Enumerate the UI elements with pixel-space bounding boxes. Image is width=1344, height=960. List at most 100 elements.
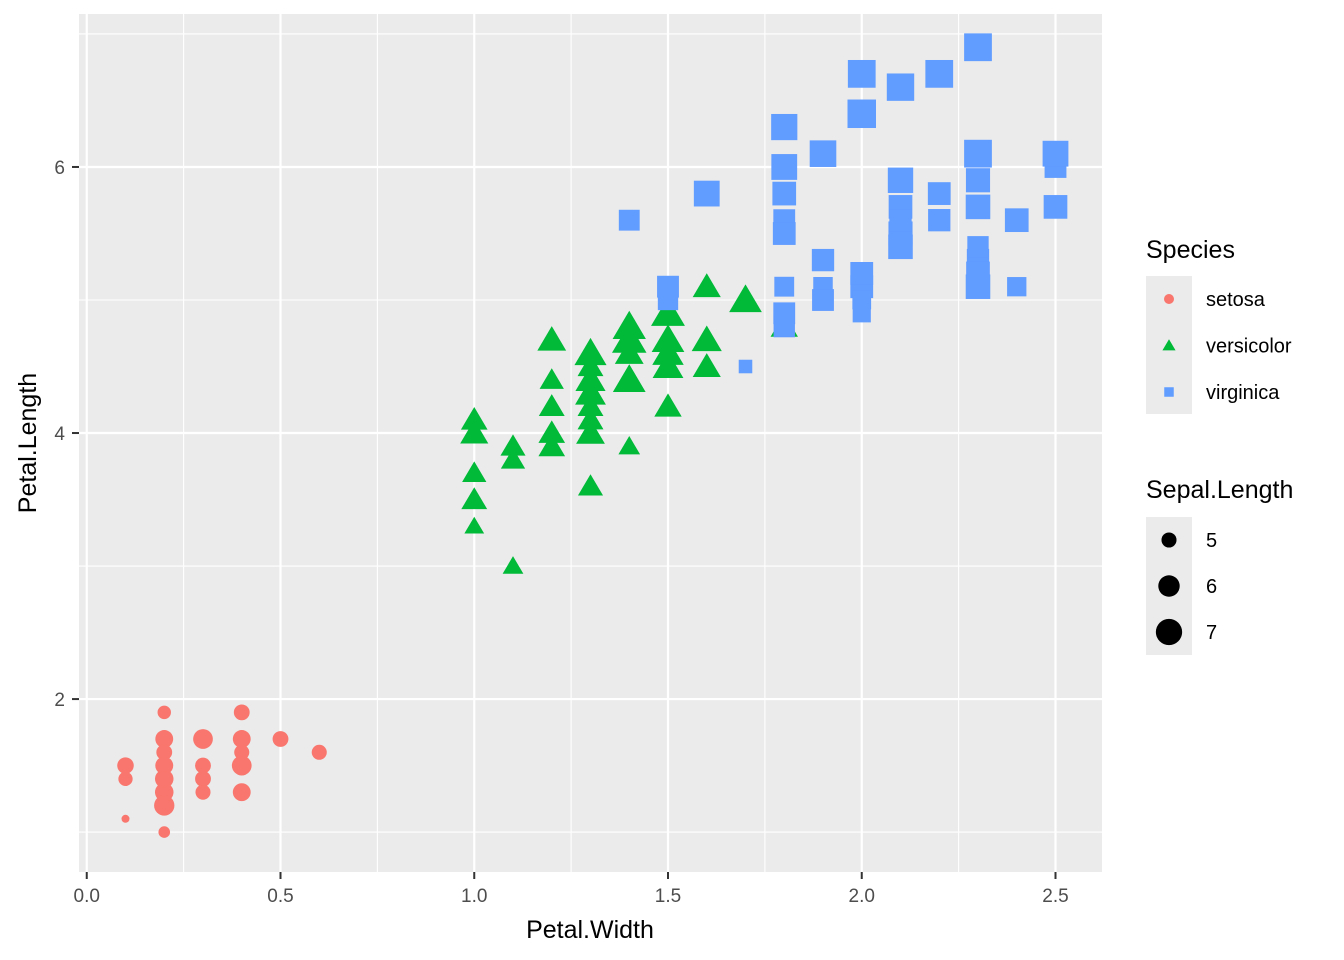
data-points [117,33,1069,838]
virginica-point [657,275,679,298]
setosa-point [157,705,171,720]
versicolor-point [502,556,524,574]
y-tick-label: 4 [54,424,65,445]
versicolor-point [618,435,641,455]
virginica-point [773,222,796,245]
major-grid [79,14,1102,872]
versicolor-point [578,421,603,443]
virginica-point [967,236,989,258]
setosa-point [232,730,251,748]
x-tick-label: 2.5 [1042,886,1068,907]
virginica-point [927,182,951,205]
virginica-point [772,181,797,206]
size-legend-label: 5 [1206,530,1217,552]
versicolor-point [575,365,606,392]
virginica-point [1042,140,1069,167]
x-tick-label: 2.0 [849,886,875,907]
y-axis: 2 4 6 [54,158,79,711]
virginica-point [774,276,795,297]
species-legend-title: Species [1146,236,1235,264]
size-legend-label: 6 [1206,576,1217,598]
versicolor-point [539,368,564,389]
setosa-point [311,744,327,760]
versicolor-point [460,407,488,430]
x-tick-label: 0.0 [74,886,100,907]
setosa-point [159,787,169,797]
virginica-point [964,139,992,168]
versicolor-point [464,516,485,534]
virginica-point [964,33,992,62]
setosa-point [156,744,173,761]
versicolor-point [537,326,567,351]
y-axis-title: Petal.Length [14,373,42,513]
setosa-point [232,783,251,802]
setosa-point [155,730,174,748]
versicolor-point [692,273,721,298]
versicolor-point [577,407,604,430]
x-axis-title: Petal.Width [526,916,654,944]
species-key-versicolor [1162,339,1176,351]
virginica-point [811,248,835,272]
virginica-point [809,140,837,167]
setosa-point [197,786,209,798]
versicolor-point [575,379,606,405]
virginica-point [693,180,720,207]
virginica-point [852,304,871,323]
versicolor-point [462,461,487,482]
setosa-point [156,771,172,787]
virginica-point [847,99,876,129]
versicolor-point [500,448,526,469]
versicolor-point [654,393,682,417]
virginica-point [618,209,640,231]
virginica-point [1007,277,1027,297]
versicolor-point [538,433,566,457]
species-legend-label: versicolor [1206,336,1292,358]
x-tick-label: 1.5 [655,886,681,907]
versicolor-point [651,324,685,353]
versicolor-point [652,298,684,325]
versicolor-point [614,339,644,364]
x-axis: 0.0 0.5 1.0 1.5 2.0 2.5 [74,872,1069,907]
y-tick-label: 2 [54,690,65,711]
versicolor-point [612,310,646,339]
versicolor-point [538,394,565,417]
virginica-point [771,154,798,180]
setosa-point [234,744,250,760]
versicolor-point [729,284,762,313]
versicolor-point [460,419,489,444]
versicolor-point [500,434,526,456]
size-legend: Sepal.Length 5 6 7 [1146,476,1293,655]
versicolor-point [461,487,488,510]
species-legend-label: setosa [1206,289,1266,311]
versicolor-point [538,420,566,443]
virginica-point [928,209,951,232]
versicolor-point [577,474,604,496]
setosa-point [117,757,134,774]
virginica-point [1004,208,1029,233]
versicolor-point [577,354,604,377]
setosa-point [232,756,251,775]
size-key-6 [1158,575,1180,597]
x-tick-label: 1.0 [461,886,487,907]
species-legend: Species setosa versicolor virginica [1146,236,1292,414]
setosa-point [155,756,173,775]
setosa-point [118,771,133,787]
virginica-point [965,168,991,193]
versicolor-point [613,364,646,392]
setosa-point [121,814,130,823]
virginica-point [812,289,834,311]
virginica-point [886,73,915,101]
virginica-point [847,59,876,88]
virginica-point [1043,195,1068,219]
y-tick-label: 6 [54,158,65,179]
species-legend-label: virginica [1206,382,1280,404]
setosa-point [195,757,211,774]
versicolor-point [692,353,721,377]
setosa-point [158,826,171,838]
versicolor-point [656,355,680,376]
setosa-point [156,797,172,814]
species-key-setosa [1164,294,1174,304]
versicolor-point [691,325,722,352]
x-tick-label: 0.5 [267,886,293,907]
virginica-point [887,167,914,193]
